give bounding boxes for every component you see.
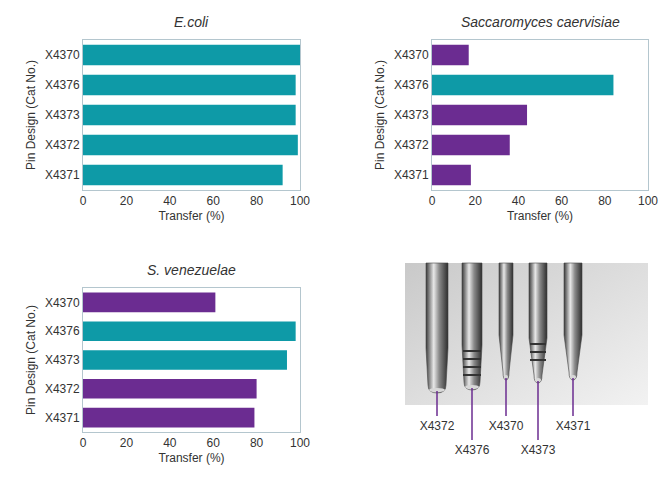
svg-text:X4372: X4372 bbox=[45, 138, 80, 152]
svg-text:20: 20 bbox=[120, 194, 134, 208]
svg-text:X4372: X4372 bbox=[420, 419, 455, 433]
svg-text:X4373: X4373 bbox=[45, 108, 80, 122]
svg-text:100: 100 bbox=[290, 436, 310, 450]
svg-text:S. venezuelae: S. venezuelae bbox=[147, 262, 236, 278]
svg-text:40: 40 bbox=[163, 194, 177, 208]
svg-text:X4376: X4376 bbox=[45, 324, 80, 338]
svg-text:60: 60 bbox=[207, 194, 221, 208]
svg-text:60: 60 bbox=[555, 194, 569, 208]
svg-text:60: 60 bbox=[207, 436, 221, 450]
svg-text:100: 100 bbox=[290, 194, 310, 208]
svg-text:80: 80 bbox=[598, 194, 612, 208]
svg-text:X4370: X4370 bbox=[45, 296, 80, 310]
svg-text:X4370: X4370 bbox=[394, 48, 429, 62]
svg-text:X4371: X4371 bbox=[394, 168, 429, 182]
svg-text:X4373: X4373 bbox=[45, 353, 80, 367]
svg-text:E.coli: E.coli bbox=[174, 14, 209, 30]
svg-text:20: 20 bbox=[469, 194, 483, 208]
svg-text:0: 0 bbox=[429, 194, 436, 208]
svg-text:Transfer (%): Transfer (%) bbox=[507, 209, 573, 223]
svg-text:X4371: X4371 bbox=[45, 411, 80, 425]
svg-text:100: 100 bbox=[638, 194, 658, 208]
svg-text:Pin Design (Cat No.): Pin Design (Cat No.) bbox=[24, 305, 38, 415]
svg-text:X4376: X4376 bbox=[394, 78, 429, 92]
svg-text:Pin Design (Cat No.): Pin Design (Cat No.) bbox=[24, 60, 38, 170]
svg-text:0: 0 bbox=[80, 436, 87, 450]
svg-text:X4371: X4371 bbox=[556, 419, 591, 433]
svg-text:X4376: X4376 bbox=[45, 78, 80, 92]
svg-text:X4373: X4373 bbox=[521, 443, 556, 457]
svg-text:X4376: X4376 bbox=[455, 443, 490, 457]
svg-text:X4373: X4373 bbox=[394, 108, 429, 122]
svg-text:Transfer (%): Transfer (%) bbox=[158, 451, 224, 465]
svg-text:X4371: X4371 bbox=[45, 168, 80, 182]
svg-text:X4372: X4372 bbox=[394, 138, 429, 152]
svg-text:X4372: X4372 bbox=[45, 382, 80, 396]
svg-text:X4370: X4370 bbox=[45, 48, 80, 62]
svg-text:20: 20 bbox=[120, 436, 134, 450]
svg-text:0: 0 bbox=[80, 194, 87, 208]
svg-text:80: 80 bbox=[250, 436, 264, 450]
svg-text:Pin Design (Cat No.): Pin Design (Cat No.) bbox=[373, 60, 387, 170]
svg-text:Saccaromyces caervisiae: Saccaromyces caervisiae bbox=[461, 14, 620, 30]
svg-text:Transfer (%): Transfer (%) bbox=[158, 209, 224, 223]
svg-text:40: 40 bbox=[163, 436, 177, 450]
svg-text:80: 80 bbox=[250, 194, 264, 208]
svg-text:X4370: X4370 bbox=[489, 419, 524, 433]
svg-text:40: 40 bbox=[512, 194, 526, 208]
